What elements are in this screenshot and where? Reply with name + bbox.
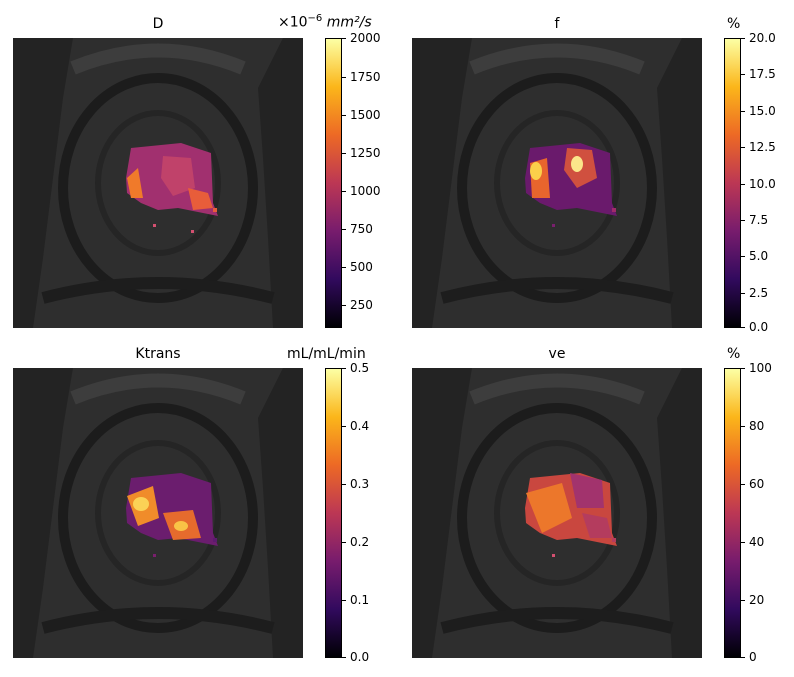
tickmark — [342, 542, 346, 543]
colorbar-tick: 0.0 — [350, 650, 370, 664]
colorbar-tick: 0.2 — [350, 535, 370, 549]
tickmark — [342, 38, 346, 39]
colorbar-tick: 40 — [749, 535, 765, 549]
colorbar-tick: 15.0 — [749, 104, 776, 118]
unit-exponent: −6 — [307, 13, 323, 24]
tickmark — [342, 600, 346, 601]
tickmark — [741, 542, 745, 543]
tickmark — [741, 184, 745, 185]
tickmark — [342, 368, 346, 369]
colorbar-tick: 0.5 — [350, 361, 370, 375]
mri-image-d — [13, 38, 303, 328]
tickmark — [342, 657, 346, 658]
tickmark — [741, 327, 745, 328]
colorbar-tick: 0 — [749, 650, 757, 664]
panel-title-d: D — [152, 16, 164, 32]
colorbar-tick: 20 — [749, 593, 765, 607]
tickmark — [342, 267, 346, 268]
colorbar-tick: 2.5 — [749, 286, 769, 300]
tickmark — [741, 256, 745, 257]
colorbar-tick: 1000 — [350, 184, 381, 198]
tickmark — [741, 111, 745, 112]
colorbar-tick: 7.5 — [749, 213, 769, 227]
colorbar-tick: 1750 — [350, 70, 381, 84]
tickmark — [741, 600, 745, 601]
parametric-map-overlay — [126, 473, 218, 557]
tickmark — [741, 484, 745, 485]
colorbar-d — [325, 38, 342, 328]
tickmark — [342, 153, 346, 154]
mri-image-f — [412, 38, 702, 328]
parametric-map-overlay — [126, 143, 218, 233]
colorbar-tick: 1250 — [350, 146, 381, 160]
unit-label-d: ×10−6 mm²/s — [278, 13, 372, 31]
mri-image-ktrans — [13, 368, 303, 658]
colorbar-f — [724, 38, 741, 328]
unit-prefix: ×10 — [278, 14, 308, 31]
tickmark — [741, 657, 745, 658]
colorbar-tick: 12.5 — [749, 140, 776, 154]
colorbar-tick: 250 — [350, 298, 373, 312]
unit-label-ktrans: mL/mL/min — [287, 346, 366, 362]
colorbar-tick: 1500 — [350, 108, 381, 122]
mri-image-ve — [412, 368, 702, 658]
colorbar-ktrans — [325, 368, 342, 658]
unit-main: mm²/s — [322, 14, 372, 31]
tickmark — [342, 191, 346, 192]
tickmark — [342, 115, 346, 116]
panel-title-ve: ve — [548, 346, 566, 362]
tickmark — [342, 426, 346, 427]
mri-svg-f — [412, 38, 702, 328]
tickmark — [342, 229, 346, 230]
tickmark — [342, 77, 346, 78]
mri-svg-ve — [412, 368, 702, 658]
tickmark — [741, 147, 745, 148]
unit-label-ve: % — [727, 346, 741, 362]
colorbar-tick: 0.4 — [350, 419, 370, 433]
colorbar-tick: 100 — [749, 361, 772, 375]
colorbar-tick: 2000 — [350, 31, 381, 45]
colorbar-tick: 0.0 — [749, 320, 769, 334]
unit-label-f: % — [727, 16, 741, 32]
colorbar-tick: 0.1 — [350, 593, 370, 607]
tickmark — [342, 305, 346, 306]
colorbar-tick: 500 — [350, 260, 373, 274]
colorbar-tick: 5.0 — [749, 249, 769, 263]
colorbar-tick: 60 — [749, 477, 765, 491]
colorbar-tick: 17.5 — [749, 67, 776, 81]
parametric-map-overlay — [525, 143, 617, 227]
tickmark — [741, 74, 745, 75]
panel-title-ktrans: Ktrans — [135, 346, 181, 362]
colorbar-tick: 80 — [749, 419, 765, 433]
tickmark — [741, 38, 745, 39]
tickmark — [741, 293, 745, 294]
colorbar-ve — [724, 368, 741, 658]
colorbar-tick: 10.0 — [749, 177, 776, 191]
mri-svg-ktrans — [13, 368, 303, 658]
colorbar-tick: 20.0 — [749, 31, 776, 45]
mri-svg-d — [13, 38, 303, 328]
colorbar-tick: 0.3 — [350, 477, 370, 491]
tickmark — [342, 484, 346, 485]
tickmark — [741, 220, 745, 221]
tickmark — [741, 368, 745, 369]
parametric-map-overlay — [525, 473, 617, 557]
colorbar-tick: 750 — [350, 222, 373, 236]
tickmark — [741, 426, 745, 427]
panel-title-f: f — [554, 16, 560, 32]
